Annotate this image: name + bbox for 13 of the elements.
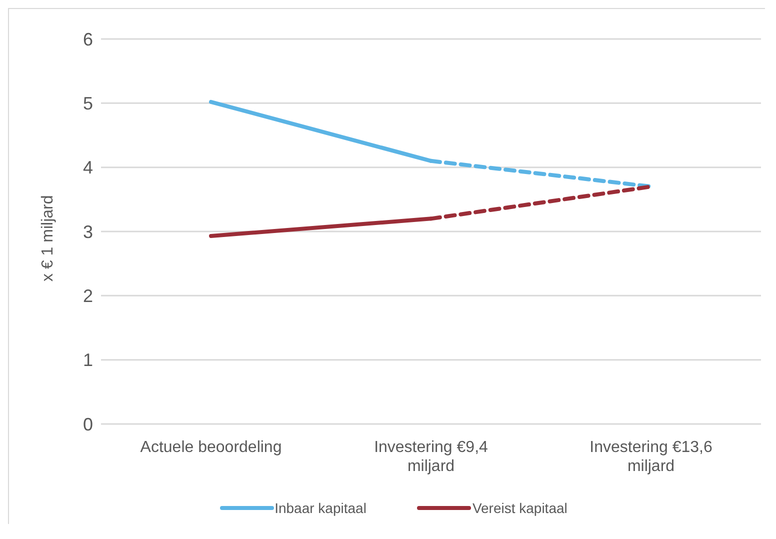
y-tick-label: 5 bbox=[82, 94, 93, 114]
legend-label: Vereist kapitaal bbox=[472, 500, 568, 516]
legend-label: Inbaar kapitaal bbox=[274, 500, 366, 516]
y-tick-label: 2 bbox=[82, 286, 93, 306]
y-tick-label: 6 bbox=[82, 29, 93, 50]
x-tick-label: Actuele beoordeling bbox=[140, 439, 282, 456]
y-tick-label: 0 bbox=[82, 414, 93, 434]
y-tick-label: 4 bbox=[82, 158, 93, 178]
x-tick-label: Investering €9,4 miljard bbox=[374, 439, 488, 475]
y-tick-label: 3 bbox=[82, 222, 93, 242]
y-axis-title: x € 1 miljard bbox=[40, 195, 57, 282]
y-tick-label: 1 bbox=[82, 350, 93, 370]
x-tick-label: Investering €13,6 miljard bbox=[590, 439, 712, 475]
